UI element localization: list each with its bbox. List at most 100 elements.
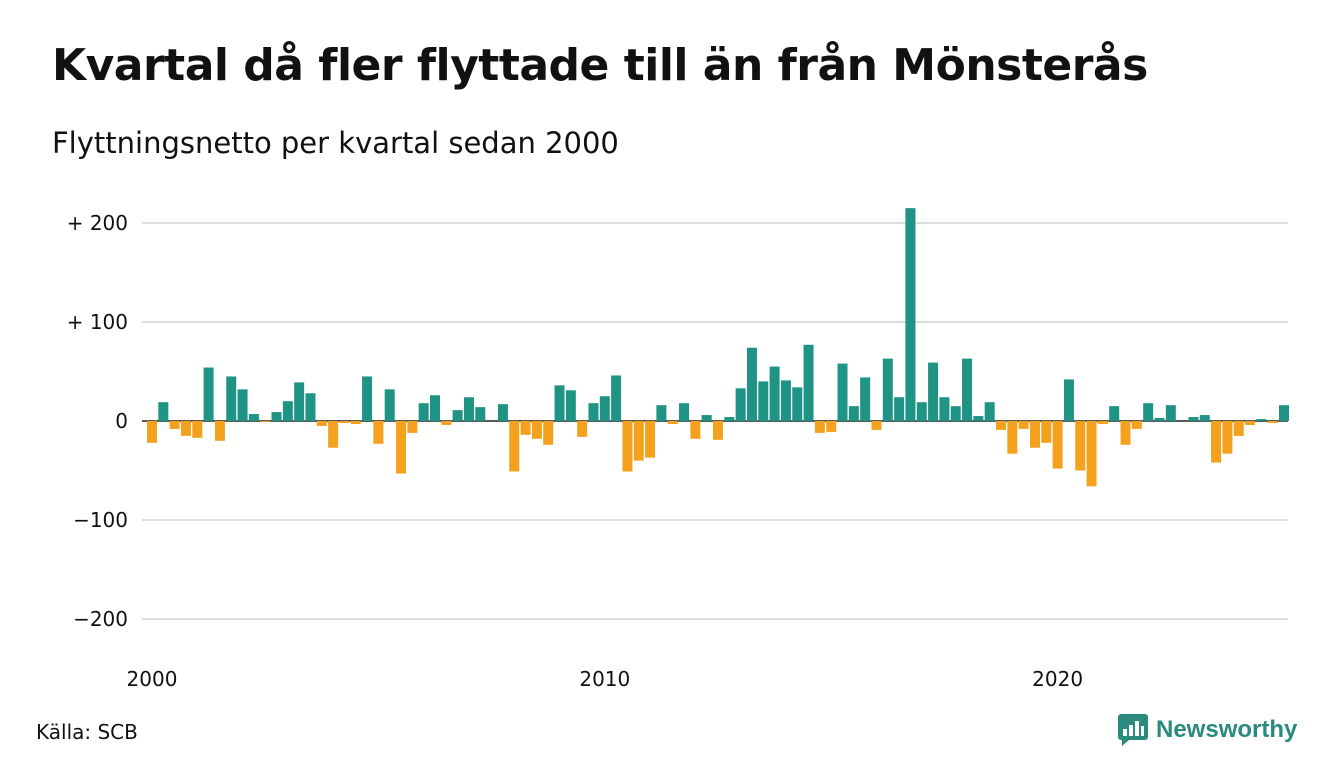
y-tick-label: + 200 — [67, 211, 128, 235]
bar-positive — [305, 393, 316, 421]
bar-positive — [939, 397, 950, 421]
bar-negative — [690, 421, 701, 439]
bar-negative — [1267, 421, 1278, 423]
bar-negative — [814, 421, 825, 433]
bar-positive — [882, 358, 893, 421]
bar-positive — [248, 414, 259, 421]
bar-negative — [1222, 421, 1233, 454]
bar-negative — [622, 421, 633, 472]
bar-negative — [645, 421, 656, 458]
bar-negative — [1245, 421, 1256, 425]
bar-positive — [1143, 403, 1154, 421]
bar-negative — [1120, 421, 1131, 445]
bar-negative — [543, 421, 554, 445]
bar-positive — [271, 412, 282, 421]
bar-positive — [860, 377, 871, 421]
brand-logo: Newsworthy — [1118, 714, 1297, 746]
bar-positive — [962, 358, 973, 421]
bar-negative — [260, 421, 271, 422]
x-tick-label: 2000 — [127, 667, 178, 691]
y-tick-label: + 100 — [67, 310, 128, 334]
bar-negative — [531, 421, 542, 439]
bar-negative — [316, 421, 327, 426]
bar-positive — [679, 403, 690, 421]
bar-negative — [509, 421, 520, 472]
bar-negative — [214, 421, 225, 441]
x-tick-label: 2020 — [1032, 667, 1083, 691]
bar-positive — [792, 387, 803, 421]
bar-positive — [203, 367, 214, 421]
bar-negative — [871, 421, 882, 430]
bar-positive — [1279, 405, 1289, 421]
bar-negative — [1041, 421, 1052, 443]
bar-negative — [1086, 421, 1097, 487]
bar-positive — [1199, 415, 1210, 421]
bar-positive — [1165, 405, 1176, 421]
bar-positive — [1154, 418, 1165, 421]
bar-positive — [984, 402, 995, 421]
bar-negative — [1097, 421, 1108, 424]
bar-positive — [463, 397, 474, 421]
bar-positive — [362, 376, 373, 421]
bar-negative — [713, 421, 723, 440]
bar-negative — [192, 421, 203, 438]
bar-positive — [611, 375, 622, 421]
bar-positive — [928, 362, 939, 421]
bar-positive — [384, 389, 395, 421]
bar-positive — [780, 380, 791, 421]
bar-negative — [407, 421, 418, 433]
bar-positive — [1256, 419, 1267, 421]
bar-negative — [520, 421, 531, 435]
bar-positive — [1109, 406, 1120, 421]
bar-positive — [724, 417, 735, 421]
bar-positive — [158, 402, 169, 421]
bar-negative — [180, 421, 191, 436]
bar-positive — [1188, 417, 1199, 421]
bar-positive — [916, 402, 927, 421]
bar-positive — [735, 388, 746, 421]
bar-negative — [339, 421, 350, 423]
bar-positive — [758, 381, 769, 421]
y-tick-label: −200 — [73, 607, 128, 631]
bar-positive — [1063, 379, 1074, 421]
bar-positive — [837, 363, 848, 421]
bar-positive — [294, 382, 305, 421]
bar-negative — [396, 421, 407, 474]
bar-positive — [452, 410, 463, 421]
bar-positive — [226, 376, 237, 421]
bar-positive — [746, 347, 757, 421]
bar-positive — [237, 389, 248, 421]
bar-positive — [430, 395, 440, 421]
bar-negative — [169, 421, 180, 429]
bar-negative — [1131, 421, 1142, 429]
bar-positive — [905, 208, 916, 421]
bar-negative — [441, 421, 452, 425]
bar-positive — [803, 344, 814, 421]
chart-subtitle: Flyttningsnetto per kvartal sedan 2000 — [52, 126, 619, 160]
bar-positive — [565, 390, 576, 421]
bar-negative — [1029, 421, 1040, 448]
bar-positive — [950, 406, 961, 421]
y-tick-label: 0 — [115, 409, 128, 433]
bar-layer — [147, 208, 1289, 487]
bar-negative — [1233, 421, 1244, 436]
bar-negative — [147, 421, 157, 443]
bar-negative — [328, 421, 339, 448]
bar-positive — [599, 396, 610, 421]
bar-negative — [1018, 421, 1029, 429]
bar-negative — [826, 421, 837, 432]
bar-negative — [996, 421, 1006, 430]
bar-positive — [418, 403, 429, 421]
brand-name: Newsworthy — [1156, 716, 1298, 743]
chart-title: Kvartal då fler flyttade till än från Mö… — [52, 40, 1148, 91]
bar-negative — [633, 421, 644, 461]
bar-negative — [1211, 421, 1222, 463]
bar-positive — [973, 416, 984, 421]
bar-positive — [475, 407, 486, 421]
bar-positive — [656, 405, 667, 421]
axis-layer: + 200 + 100 0 −100 −200 2000 2010 2020 — [67, 211, 1083, 691]
bar-positive — [701, 415, 712, 421]
source-note: Källa: SCB — [36, 720, 138, 744]
bar-negative — [350, 421, 361, 424]
